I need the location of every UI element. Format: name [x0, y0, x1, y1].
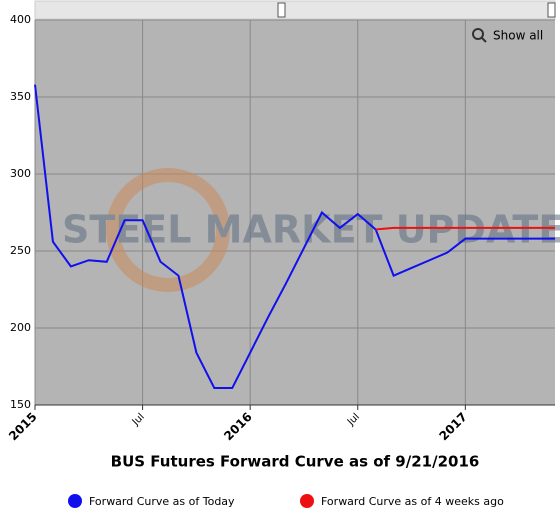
x-tick-label: Jul: [345, 411, 362, 428]
show-all-button[interactable]: Show all: [472, 28, 543, 43]
x-tick-label: 2017: [436, 410, 470, 444]
zoom-icon: [472, 28, 484, 40]
y-tick-label: 300: [10, 167, 31, 180]
chart-title: BUS Futures Forward Curve as of 9/21/201…: [111, 453, 480, 471]
watermark-logo: [106, 168, 230, 292]
scroller[interactable]: [34, 0, 556, 20]
legend-item[interactable]: Forward Curve as of Today: [68, 494, 235, 508]
y-tick-label: 400: [10, 13, 31, 26]
scroller-handle[interactable]: [547, 2, 556, 18]
zoom-icon: [481, 37, 487, 43]
legend-marker: [300, 494, 314, 508]
x-tick-label: Jul: [130, 411, 147, 428]
x-tick-label: 2015: [6, 410, 40, 444]
y-tick-label: 200: [10, 321, 31, 334]
y-tick-label: 350: [10, 90, 31, 103]
legend-label[interactable]: Forward Curve as of 4 weeks ago: [321, 495, 504, 508]
series-line: [34, 84, 555, 390]
watermark: STEEL MARKET UPDATE: [62, 168, 560, 292]
scroller-handle[interactable]: [277, 2, 286, 18]
y-tick-label: 250: [10, 244, 31, 257]
y-tick-label: 150: [10, 398, 31, 411]
legend-item[interactable]: Forward Curve as of 4 weeks ago: [300, 494, 504, 508]
button-label[interactable]: Show all: [493, 29, 543, 43]
watermark-text: STEEL MARKET UPDATE: [62, 208, 560, 252]
legend-label[interactable]: Forward Curve as of Today: [89, 495, 235, 508]
legend-marker: [68, 494, 82, 508]
series-line: [375, 226, 555, 231]
x-tick-label: 2016: [221, 410, 255, 444]
